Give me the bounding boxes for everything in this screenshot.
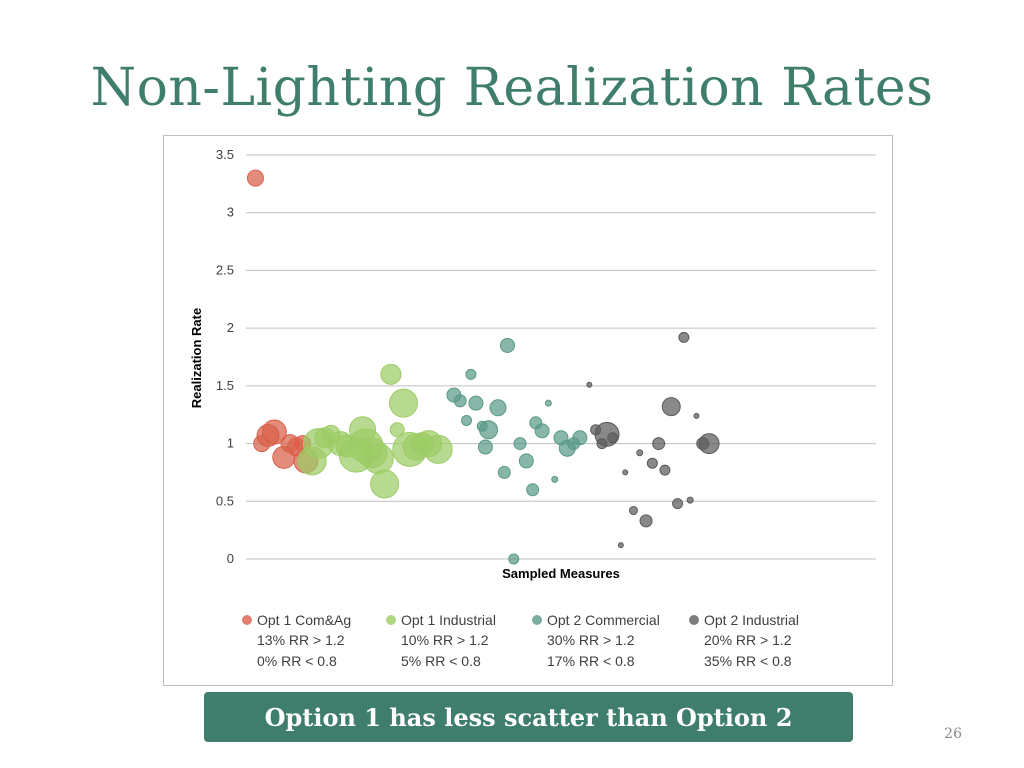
data-point xyxy=(678,331,690,343)
x-axis-title: Sampled Measures xyxy=(502,566,620,581)
legend-entry: Opt 2 Industrial xyxy=(704,612,799,628)
data-point xyxy=(518,453,534,469)
legend: Opt 1 Com&Ag 13% RR > 1.2 0% RR < 0.8 Opt 1… xyxy=(242,612,799,669)
legend-marker xyxy=(689,615,699,625)
data-point xyxy=(646,457,658,469)
data-point xyxy=(661,397,681,417)
data-point xyxy=(622,469,629,476)
callout-banner: Option 1 has less scatter than Option 2 xyxy=(204,692,853,742)
data-point xyxy=(572,430,588,446)
bubble-chart: 0 0.5 1 1.5 2 2.5 3 3.5 Realization Rate Sample… xyxy=(189,147,876,669)
legend-stat: 17% RR < 0.8 xyxy=(547,653,635,669)
data-point xyxy=(461,414,472,426)
data-point xyxy=(261,419,287,445)
data-point xyxy=(246,169,264,187)
data-point xyxy=(489,399,507,417)
data-point xyxy=(389,422,405,438)
legend-entry: Opt 2 Commercial xyxy=(547,612,660,628)
legend-stat: 13% RR > 1.2 xyxy=(257,632,345,648)
data-point xyxy=(477,439,493,455)
legend-marker xyxy=(532,615,542,625)
y-tick-label: 0.5 xyxy=(216,493,234,508)
data-points xyxy=(246,169,720,565)
data-point xyxy=(453,394,467,408)
data-point xyxy=(693,412,700,419)
y-tick-label: 2.5 xyxy=(216,262,234,277)
data-point xyxy=(659,464,671,476)
data-point xyxy=(534,423,550,439)
data-point xyxy=(370,469,400,499)
data-point xyxy=(652,437,666,451)
data-point xyxy=(380,363,402,385)
data-point xyxy=(686,496,694,504)
legend-stat: 35% RR < 0.8 xyxy=(704,653,792,669)
slide-title: Non-Lighting Realization Rates xyxy=(90,58,934,118)
data-point xyxy=(636,449,644,457)
data-point xyxy=(639,514,653,528)
callout-text: Option 1 has less scatter than Option 2 xyxy=(264,702,793,732)
data-point xyxy=(508,553,520,565)
y-tick-label: 0 xyxy=(227,551,234,566)
data-point xyxy=(499,337,515,353)
y-axis-title: Realization Rate xyxy=(189,308,204,408)
legend-marker xyxy=(386,615,396,625)
data-point xyxy=(544,399,552,407)
data-point xyxy=(672,498,684,510)
y-tick-label: 3.5 xyxy=(216,147,234,162)
legend-entry: Opt 1 Industrial xyxy=(401,612,496,628)
y-tick-label: 1.5 xyxy=(216,378,234,393)
data-point xyxy=(628,506,638,516)
y-tick-labels: 0 0.5 1 1.5 2 2.5 3 3.5 xyxy=(216,147,234,566)
legend-stat: 0% RR < 0.8 xyxy=(257,653,337,669)
data-point xyxy=(362,443,394,475)
data-point xyxy=(526,483,540,497)
data-point xyxy=(586,381,593,388)
legend-stat: 30% RR > 1.2 xyxy=(547,632,635,648)
legend-entry: Opt 1 Com&Ag xyxy=(257,612,351,628)
y-tick-label: 3 xyxy=(227,205,234,220)
legend-marker xyxy=(242,615,252,625)
data-point xyxy=(551,475,559,483)
data-point xyxy=(465,368,477,380)
data-point xyxy=(617,542,624,549)
data-point xyxy=(513,437,527,451)
page-number: 26 xyxy=(944,726,962,742)
y-tick-label: 1 xyxy=(227,436,234,451)
gridlines xyxy=(246,154,876,560)
data-point xyxy=(389,388,418,418)
data-point xyxy=(479,420,499,440)
legend-stat: 5% RR < 0.8 xyxy=(401,653,481,669)
data-point xyxy=(698,433,720,455)
data-point xyxy=(423,434,453,464)
data-point xyxy=(497,465,511,479)
y-tick-label: 2 xyxy=(227,320,234,335)
data-point xyxy=(468,395,484,411)
legend-stat: 20% RR > 1.2 xyxy=(704,632,792,648)
legend-stat: 10% RR > 1.2 xyxy=(401,632,489,648)
chart-frame: 0 0.5 1 1.5 2 2.5 3 3.5 Realization Rate Sample… xyxy=(163,135,893,686)
data-point xyxy=(607,432,619,444)
